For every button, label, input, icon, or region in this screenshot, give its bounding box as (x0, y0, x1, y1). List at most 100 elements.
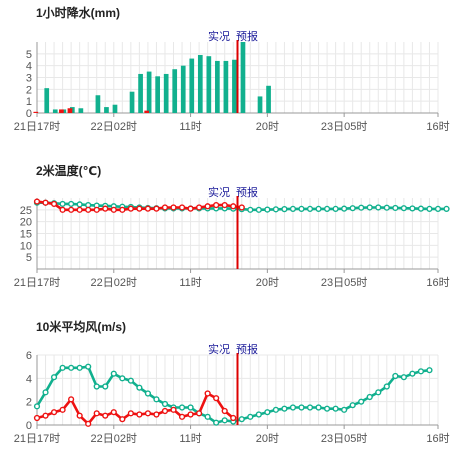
precip-forecast-bar (257, 96, 263, 113)
temp-ytick-label: 10 (20, 240, 32, 252)
wind-forecast-point (298, 404, 305, 411)
temp-observed-point (161, 204, 169, 211)
precip-observed-bar (33, 111, 39, 113)
temp-observed-point (153, 205, 160, 212)
temp-observed-point (119, 206, 126, 213)
temp-observed-label: 实况 (208, 185, 230, 199)
temp-observed-point (68, 206, 75, 213)
temp-forecast-point (264, 206, 271, 213)
precip-forecast-bar (172, 69, 178, 113)
wind-xtick-label: 22日02时 (91, 432, 137, 445)
wind-forecast-point (426, 367, 433, 374)
precip-forecast-bar (52, 109, 58, 113)
precip-xtick-label: 23日05时 (321, 120, 367, 133)
precip-xtick-label: 16时 (426, 120, 449, 133)
wind-forecast-point (289, 404, 297, 411)
wind-ytick-label: 6 (26, 350, 32, 362)
precip-forecast-bar (223, 60, 229, 113)
precip-forecast-bar (78, 108, 84, 113)
temp-ytick-label: 20 (20, 217, 32, 229)
precip-forecast-label: 预报 (236, 29, 258, 43)
temp-forecast-point (281, 206, 288, 213)
temp-observed-point (93, 206, 100, 213)
wind-forecast-point (281, 405, 288, 412)
wind-observed-line (36, 391, 235, 426)
temp-observed-point (230, 203, 237, 210)
wind-xtick-label: 11时 (179, 432, 201, 445)
precip-forecast-bar (206, 56, 212, 113)
wind-observed-point (153, 411, 160, 418)
wind-observed-point (230, 414, 237, 422)
wind-forecast-point (93, 383, 100, 390)
temp-observed-point (238, 204, 245, 211)
temp-forecast-point (272, 206, 279, 213)
temp-xtick-label: 16时 (426, 276, 449, 289)
temp-forecast-point (409, 205, 416, 212)
wind-observed-point (170, 406, 177, 413)
wind-observed-point (50, 409, 58, 416)
temp-ytick-label: 5 (26, 252, 32, 264)
precip-observed-bar (144, 110, 150, 113)
temp-forecast-point (298, 205, 305, 212)
temp-forecast-point (341, 205, 348, 212)
wind-forecast-point (178, 404, 186, 411)
temp-observed-point (204, 203, 211, 210)
temp-observed-point (110, 206, 117, 213)
wind-xtick-label: 16时 (426, 432, 449, 445)
wind-observed-point (93, 410, 100, 417)
precip-forecast-bar (163, 73, 169, 113)
temp-observed-point (221, 202, 228, 209)
wind-forecast-point (247, 413, 254, 420)
temp-forecast-point (68, 200, 75, 208)
wind-observed-point (59, 406, 66, 413)
wind-observed-point (136, 411, 143, 418)
precip-xtick-label: 20时 (256, 120, 279, 133)
temp-forecast-point (332, 205, 339, 212)
wind-forecast-point (349, 402, 356, 409)
precip-forecast-bar (180, 65, 186, 113)
temp-forecast-point (392, 204, 399, 212)
wind-observed-point (161, 407, 169, 415)
precip-forecast-bar (197, 55, 203, 113)
wind-forecast-point (358, 398, 365, 405)
precip-observed-bar (67, 108, 73, 113)
wind-forecast-point (68, 364, 75, 371)
temp-forecast-point (76, 201, 83, 208)
temp-forecast-point (426, 205, 433, 212)
wind-forecast-point (136, 384, 143, 391)
wind-forecast-point (323, 405, 331, 412)
temp-observed-point (196, 204, 203, 211)
temp-forecast-point (400, 205, 407, 212)
wind-observed-point (204, 390, 211, 397)
wind-forecast-point (417, 368, 425, 375)
temp-observed-point (50, 200, 58, 208)
precip-xtick-label: 22日02时 (91, 120, 137, 133)
precip-observed-bar (59, 109, 64, 113)
wind-observed-point (85, 420, 92, 427)
wind-ytick-label: 0 (26, 420, 32, 432)
temp-forecast-point (247, 206, 254, 213)
wind-observed-point (221, 407, 228, 415)
wind-observed-point (127, 410, 134, 417)
temp-forecast-point (315, 205, 322, 212)
precip-forecast-bar (155, 76, 160, 113)
precip-xtick-label: 11时 (179, 120, 201, 133)
temp-forecast-point (349, 205, 356, 212)
precip-xtick-label: 21日17时 (14, 120, 60, 133)
temp-forecast-point (417, 205, 425, 212)
wind-forecast-point (33, 403, 41, 410)
temp-forecast-point (443, 205, 450, 212)
precip-ytick-label: 4 (26, 61, 32, 73)
wind-observed-point (144, 410, 152, 417)
temp-observed-point (76, 206, 83, 213)
precip-ytick-label: 5 (26, 49, 32, 61)
temp-xtick-label: 21日17时 (14, 276, 60, 289)
temp-forecast-point (434, 205, 442, 212)
wind-forecast-point (409, 370, 416, 377)
precip-forecast-bar (189, 58, 195, 113)
wind-forecast-point (383, 383, 390, 390)
wind-forecast-point (161, 400, 169, 408)
temp-observed-point (178, 204, 186, 211)
precip-forecast-bar (146, 71, 152, 113)
